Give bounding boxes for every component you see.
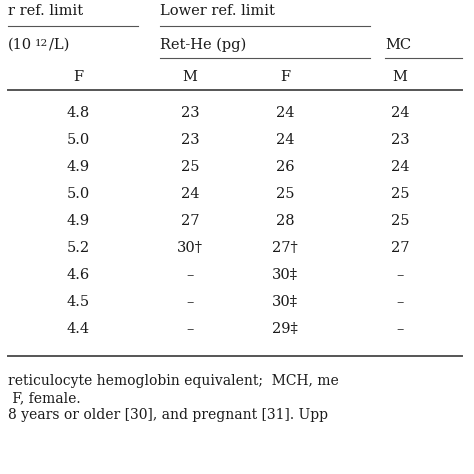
Text: reticulocyte hemoglobin equivalent;  MCH, me: reticulocyte hemoglobin equivalent; MCH,… xyxy=(8,374,339,388)
Text: 27†: 27† xyxy=(272,241,298,255)
Text: 27: 27 xyxy=(391,241,409,255)
Text: 4.9: 4.9 xyxy=(66,214,90,228)
Text: –: – xyxy=(396,295,404,309)
Text: –: – xyxy=(396,268,404,282)
Text: 30‡: 30‡ xyxy=(272,295,298,309)
Text: r ref. limit: r ref. limit xyxy=(8,4,83,18)
Text: 24: 24 xyxy=(391,106,409,120)
Text: 30†: 30† xyxy=(177,241,203,255)
Text: 4.8: 4.8 xyxy=(66,106,90,120)
Text: 5.0: 5.0 xyxy=(66,187,90,201)
Text: –: – xyxy=(186,268,194,282)
Text: 29‡: 29‡ xyxy=(272,322,298,336)
Text: 27: 27 xyxy=(181,214,199,228)
Text: Lower ref. limit: Lower ref. limit xyxy=(160,4,275,18)
Text: (10: (10 xyxy=(8,38,32,52)
Text: 26: 26 xyxy=(276,160,294,174)
Text: 25: 25 xyxy=(391,187,409,201)
Text: /L): /L) xyxy=(49,38,69,52)
Text: 23: 23 xyxy=(181,106,199,120)
Text: M: M xyxy=(392,70,408,84)
Text: 28: 28 xyxy=(276,214,294,228)
Text: –: – xyxy=(186,322,194,336)
Text: 4.9: 4.9 xyxy=(66,160,90,174)
Text: 25: 25 xyxy=(181,160,199,174)
Text: 24: 24 xyxy=(276,133,294,147)
Text: 5.2: 5.2 xyxy=(66,241,90,255)
Text: 4.6: 4.6 xyxy=(66,268,90,282)
Text: 24: 24 xyxy=(391,160,409,174)
Text: F: F xyxy=(280,70,290,84)
Text: 4.5: 4.5 xyxy=(66,295,90,309)
Text: 25: 25 xyxy=(276,187,294,201)
Text: 24: 24 xyxy=(276,106,294,120)
Text: F: F xyxy=(73,70,83,84)
Text: Ret-He (pg): Ret-He (pg) xyxy=(160,38,246,53)
Text: F, female.: F, female. xyxy=(8,391,81,405)
Text: –: – xyxy=(396,322,404,336)
Text: 5.0: 5.0 xyxy=(66,133,90,147)
Text: 4.4: 4.4 xyxy=(66,322,90,336)
Text: M: M xyxy=(182,70,198,84)
Text: 8 years or older [30], and pregnant [31]. Upp: 8 years or older [30], and pregnant [31]… xyxy=(8,408,328,422)
Text: 23: 23 xyxy=(181,133,199,147)
Text: 12: 12 xyxy=(35,39,48,48)
Text: 23: 23 xyxy=(391,133,410,147)
Text: 24: 24 xyxy=(181,187,199,201)
Text: MC: MC xyxy=(385,38,411,52)
Text: 25: 25 xyxy=(391,214,409,228)
Text: 30‡: 30‡ xyxy=(272,268,298,282)
Text: –: – xyxy=(186,295,194,309)
